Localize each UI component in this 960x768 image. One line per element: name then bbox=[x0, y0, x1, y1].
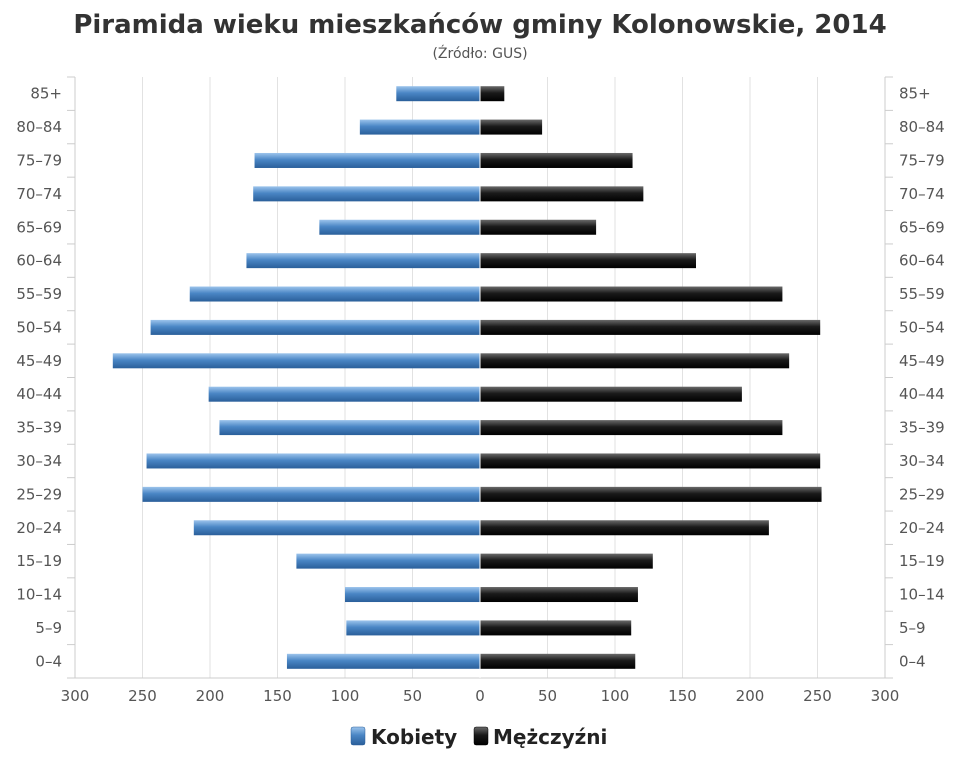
x-tick-label: 100 bbox=[331, 687, 360, 705]
bar-women[interactable] bbox=[254, 152, 480, 168]
bar-men[interactable] bbox=[480, 520, 769, 536]
category-label-right: 20–24 bbox=[899, 519, 945, 537]
x-tick-label: 200 bbox=[736, 687, 765, 705]
category-label-right: 40–44 bbox=[899, 385, 945, 403]
x-tick-label: 0 bbox=[475, 687, 485, 705]
category-label-right: 85+ bbox=[899, 85, 931, 103]
bar-women[interactable] bbox=[253, 186, 480, 202]
bar-women[interactable] bbox=[146, 453, 481, 469]
category-label-right: 60–64 bbox=[899, 252, 945, 270]
bar-men[interactable] bbox=[480, 620, 632, 636]
category-label-left: 85+ bbox=[30, 85, 62, 103]
x-tick-label: 300 bbox=[871, 687, 900, 705]
category-label-right: 45–49 bbox=[899, 352, 945, 370]
bar-men[interactable] bbox=[480, 420, 783, 436]
bar-women[interactable] bbox=[246, 253, 480, 269]
category-label-right: 65–69 bbox=[899, 218, 945, 236]
category-label-right: 5–9 bbox=[899, 619, 926, 637]
category-label-right: 30–34 bbox=[899, 452, 945, 470]
bar-men[interactable] bbox=[480, 186, 644, 202]
bars bbox=[112, 77, 822, 678]
x-tick-label: 50 bbox=[403, 687, 422, 705]
bar-women[interactable] bbox=[208, 386, 480, 402]
x-tick-label: 250 bbox=[128, 687, 157, 705]
bar-men[interactable] bbox=[480, 219, 597, 235]
legend-swatch-men bbox=[473, 726, 489, 746]
legend[interactable]: Kobiety Mężczyźni bbox=[350, 725, 607, 749]
legend-label-men: Mężczyźni bbox=[493, 725, 607, 749]
bar-men[interactable] bbox=[480, 453, 821, 469]
category-label-right: 55–59 bbox=[899, 285, 945, 303]
bar-men[interactable] bbox=[480, 319, 821, 335]
category-label-left: 30–34 bbox=[16, 452, 62, 470]
bar-men[interactable] bbox=[480, 152, 633, 168]
category-label-left: 50–54 bbox=[16, 318, 62, 336]
bar-men[interactable] bbox=[480, 286, 783, 302]
legend-item-women[interactable]: Kobiety bbox=[350, 725, 457, 749]
x-tick-label: 50 bbox=[538, 687, 557, 705]
bar-women[interactable] bbox=[193, 520, 481, 536]
category-label-left: 70–74 bbox=[16, 185, 62, 203]
category-label-left: 5–9 bbox=[35, 619, 62, 637]
category-label-right: 25–29 bbox=[899, 485, 945, 503]
category-label-right: 75–79 bbox=[899, 151, 945, 169]
category-label-left: 15–19 bbox=[16, 552, 62, 570]
bar-men[interactable] bbox=[480, 587, 638, 603]
x-tick-label: 100 bbox=[601, 687, 630, 705]
x-tick-label: 150 bbox=[668, 687, 697, 705]
category-label-right: 50–54 bbox=[899, 318, 945, 336]
x-tick-label: 200 bbox=[196, 687, 225, 705]
bar-men[interactable] bbox=[480, 553, 653, 569]
category-label-left: 20–24 bbox=[16, 519, 62, 537]
category-label-left: 55–59 bbox=[16, 285, 62, 303]
bar-women[interactable] bbox=[142, 486, 481, 502]
bar-women[interactable] bbox=[286, 653, 480, 669]
bar-women[interactable] bbox=[219, 420, 480, 436]
category-label-right: 0–4 bbox=[899, 652, 926, 670]
category-label-left: 80–84 bbox=[16, 118, 62, 136]
chart-subtitle: (Źródło: GUS) bbox=[432, 44, 527, 62]
x-tick-label: 250 bbox=[803, 687, 832, 705]
category-label-left: 45–49 bbox=[16, 352, 62, 370]
category-label-right: 15–19 bbox=[899, 552, 945, 570]
bar-women[interactable] bbox=[345, 587, 480, 603]
category-label-left: 40–44 bbox=[16, 385, 62, 403]
category-label-right: 35–39 bbox=[899, 419, 945, 437]
bar-women[interactable] bbox=[150, 319, 480, 335]
category-label-left: 35–39 bbox=[16, 419, 62, 437]
bar-men[interactable] bbox=[480, 119, 543, 135]
bar-men[interactable] bbox=[480, 353, 790, 369]
category-label-left: 25–29 bbox=[16, 485, 62, 503]
category-label-right: 80–84 bbox=[899, 118, 945, 136]
bar-men[interactable] bbox=[480, 486, 822, 502]
bar-women[interactable] bbox=[319, 219, 480, 235]
category-label-right: 10–14 bbox=[899, 586, 945, 604]
x-tick-label: 300 bbox=[61, 687, 90, 705]
bar-men[interactable] bbox=[480, 386, 742, 402]
category-label-left: 0–4 bbox=[35, 652, 62, 670]
bar-women[interactable] bbox=[359, 119, 480, 135]
category-label-left: 60–64 bbox=[16, 252, 62, 270]
bar-men[interactable] bbox=[480, 86, 505, 102]
category-label-right: 70–74 bbox=[899, 185, 945, 203]
bar-men[interactable] bbox=[480, 253, 696, 269]
legend-label-women: Kobiety bbox=[371, 725, 457, 749]
tick-labels: 300 250 200 150 100 50 0 50 100 150 200 250 300 85+ 85… bbox=[16, 85, 944, 705]
category-label-left: 10–14 bbox=[16, 586, 62, 604]
bar-women[interactable] bbox=[346, 620, 480, 636]
chart-title: Piramida wieku mieszkańców gminy Kolonow… bbox=[73, 10, 886, 40]
bar-women[interactable] bbox=[189, 286, 480, 302]
category-label-left: 65–69 bbox=[16, 218, 62, 236]
bar-women[interactable] bbox=[296, 553, 480, 569]
bar-women[interactable] bbox=[396, 86, 480, 102]
bar-men[interactable] bbox=[480, 653, 636, 669]
bar-women[interactable] bbox=[112, 353, 481, 369]
x-tick-label: 150 bbox=[263, 687, 292, 705]
legend-item-men[interactable]: Mężczyźni bbox=[473, 725, 607, 749]
legend-swatch-women bbox=[350, 726, 366, 746]
category-label-left: 75–79 bbox=[16, 151, 62, 169]
